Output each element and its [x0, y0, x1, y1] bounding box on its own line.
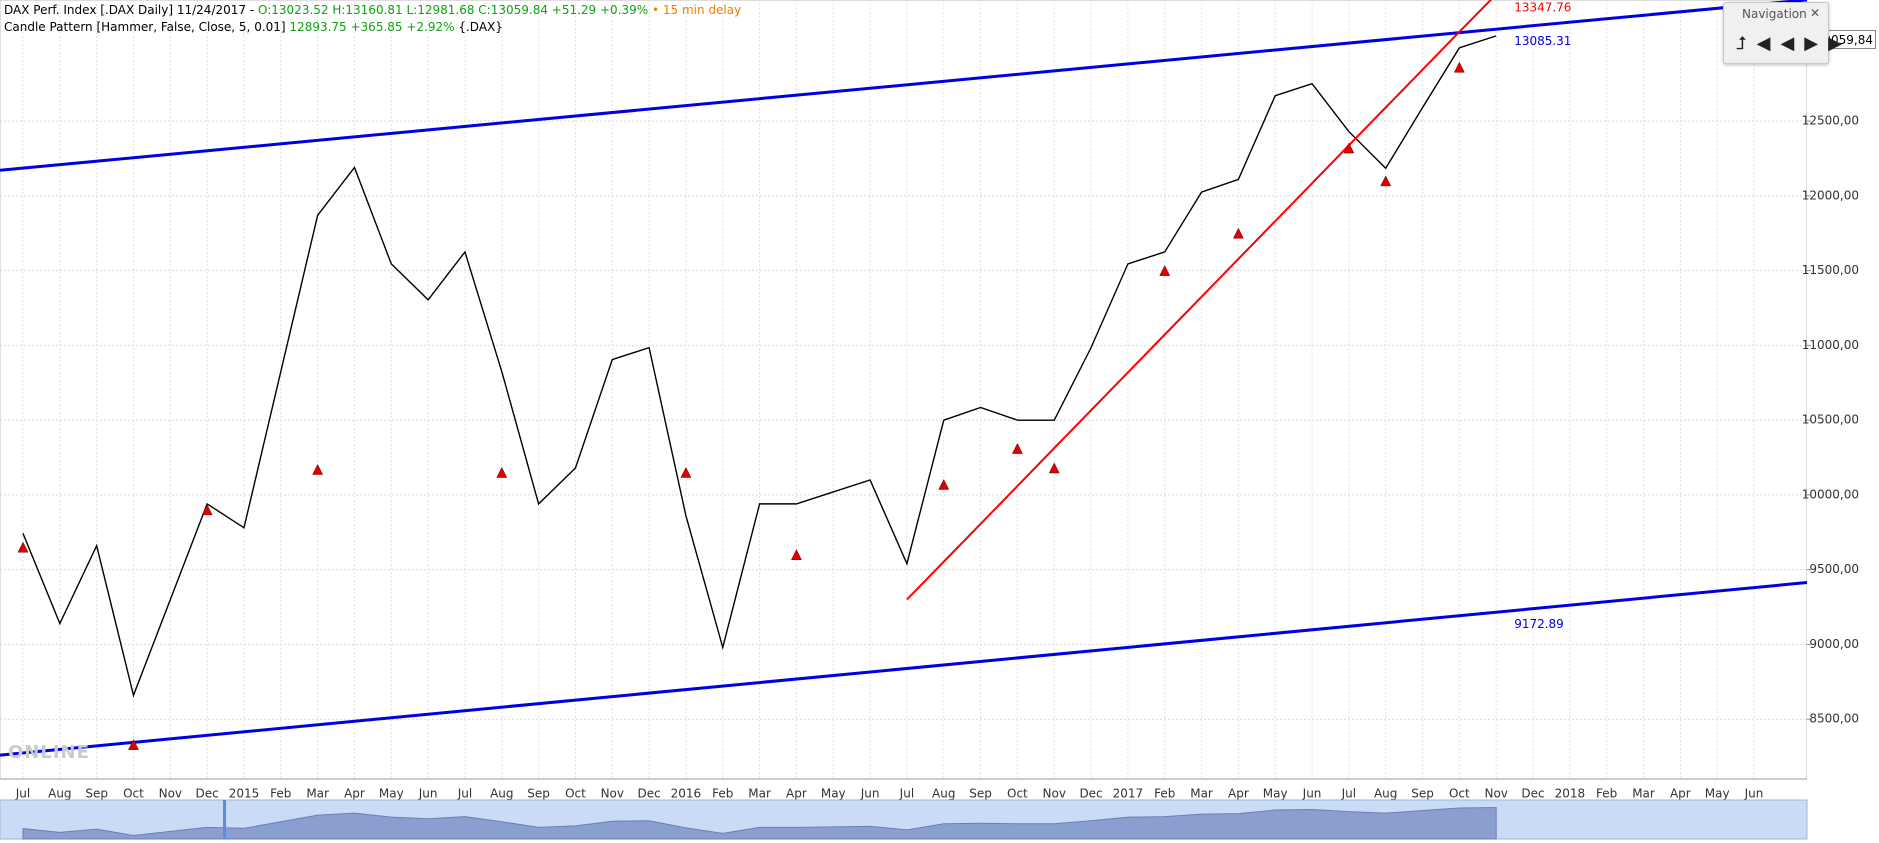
hammer-marker: [1453, 61, 1465, 73]
y-tick-label: 9000,00: [1809, 637, 1859, 651]
axis-panel: [1807, 0, 1879, 843]
channel-line: [0, 0, 1808, 172]
nav-buttons[interactable]: ⮥◀◀▶▶: [1736, 33, 1852, 54]
x-tick-label: Aug: [1374, 787, 1397, 801]
x-tick-label: Dec: [1521, 787, 1544, 801]
trend-label: 13347.76: [1514, 1, 1571, 15]
hammer-marker: [791, 549, 802, 560]
x-tick-label: Jun: [1302, 787, 1322, 801]
x-tick-label: Dec: [196, 787, 219, 801]
x-tick-label: May: [379, 787, 404, 801]
indicator-symbol: {.DAX}: [458, 20, 503, 34]
x-tick-label: Feb: [1596, 787, 1617, 801]
hammer-marker: [1380, 175, 1392, 187]
x-tick-label: May: [821, 787, 846, 801]
navigation-title: Navigation: [1742, 7, 1807, 21]
channel-label: 13085.31: [1514, 34, 1571, 48]
hammer-marker: [1343, 142, 1355, 154]
x-tick-label: Jun: [418, 787, 438, 801]
x-tick-label: Apr: [786, 787, 807, 801]
x-tick-label: Nov: [1484, 787, 1507, 801]
x-tick-label: Oct: [565, 787, 586, 801]
x-tick-label: Mar: [306, 787, 329, 801]
x-tick-label: Nov: [159, 787, 182, 801]
y-tick-label: 12000,00: [1802, 188, 1859, 202]
x-tick-label: Sep: [1411, 787, 1434, 801]
x-tick-label: Nov: [1043, 787, 1066, 801]
indicator: Candle Pattern [Hammer, False, Close, 5,…: [4, 20, 286, 34]
x-tick-label: Oct: [123, 787, 144, 801]
x-tick-label: Apr: [1670, 787, 1691, 801]
x-tick-label: Sep: [527, 787, 550, 801]
x-tick-label: Apr: [1228, 787, 1249, 801]
logo: ONLINE: [8, 742, 90, 763]
x-tick-label: Feb: [270, 787, 291, 801]
close-button[interactable]: ✕: [1809, 6, 1820, 20]
x-tick-label: Oct: [1007, 787, 1028, 801]
overview-area: [22, 807, 1497, 840]
x-tick-label: Mar: [748, 787, 771, 801]
x-tick-label: Feb: [1154, 787, 1175, 801]
x-tick-label: Mar: [1632, 787, 1655, 801]
hammer-marker: [1159, 265, 1171, 276]
channel-line: [0, 581, 1808, 757]
x-tick-label: Sep: [85, 787, 108, 801]
ohlc: O:13023.52 H:13160.81 L:12981.68 C:13059…: [258, 3, 649, 17]
x-tick-label: 2016: [671, 787, 702, 801]
x-tick-label: Jul: [457, 787, 472, 801]
chart-title: DAX Perf. Index [.DAX Daily] 11/24/2017 …: [4, 3, 255, 17]
x-tick-label: Jun: [1744, 787, 1764, 801]
hammer-marker: [201, 504, 213, 516]
y-tick-label: 11500,00: [1802, 263, 1859, 277]
trend-line: [906, 0, 1493, 601]
x-tick-label: May: [1263, 787, 1288, 801]
hammer-marker: [1048, 462, 1060, 474]
x-tick-label: Jul: [1341, 787, 1356, 801]
x-tick-label: 2017: [1113, 787, 1144, 801]
x-tick-label: Aug: [490, 787, 513, 801]
hammer-marker: [1232, 227, 1244, 239]
x-tick-label: Dec: [637, 787, 660, 801]
hammer-marker: [312, 463, 324, 475]
overview-handle: [223, 800, 226, 839]
x-tick-label: Oct: [1449, 787, 1470, 801]
x-tick-label: 2015: [229, 787, 260, 801]
x-tick-label: Jul: [15, 787, 30, 801]
indicator-line: Candle Pattern [Hammer, False, Close, 5,…: [4, 20, 503, 34]
y-tick-label: 11000,00: [1802, 338, 1859, 352]
y-tick-label: 10500,00: [1802, 413, 1859, 427]
x-tick-label: Dec: [1079, 787, 1102, 801]
x-tick-label: Mar: [1190, 787, 1213, 801]
x-tick-label: 2018: [1555, 787, 1586, 801]
x-tick-label: Aug: [48, 787, 71, 801]
x-tick-label: Apr: [344, 787, 365, 801]
delay: • 15 min delay: [652, 3, 742, 17]
hammer-marker: [496, 466, 508, 478]
y-tick-label: 12500,00: [1802, 114, 1859, 128]
plot-area: [0, 0, 1808, 780]
x-tick-label: Jun: [860, 787, 880, 801]
price-line: [22, 35, 1497, 698]
x-tick-label: Nov: [601, 787, 624, 801]
hammer-marker: [1011, 443, 1023, 454]
x-tick-label: Aug: [932, 787, 955, 801]
hammer-marker: [128, 739, 139, 750]
hammer-marker: [938, 478, 950, 490]
y-tick-label: 10000,00: [1802, 487, 1859, 501]
hammer-marker: [680, 466, 692, 478]
indicator-values: 12893.75 +365.85 +2.92%: [289, 20, 455, 34]
hammer-marker: [17, 541, 29, 553]
header-line: DAX Perf. Index [.DAX Daily] 11/24/2017 …: [4, 3, 741, 17]
channel-label: 9172.89: [1514, 617, 1564, 631]
x-tick-label: Sep: [969, 787, 992, 801]
x-tick-label: May: [1705, 787, 1730, 801]
y-tick-label: 8500,00: [1809, 712, 1859, 726]
x-tick-label: Feb: [712, 787, 733, 801]
navigation-panel: Navigation ✕ ⮥◀◀▶▶: [1723, 2, 1842, 64]
x-tick-label: Jul: [899, 787, 914, 801]
y-tick-label: 9500,00: [1809, 562, 1859, 576]
